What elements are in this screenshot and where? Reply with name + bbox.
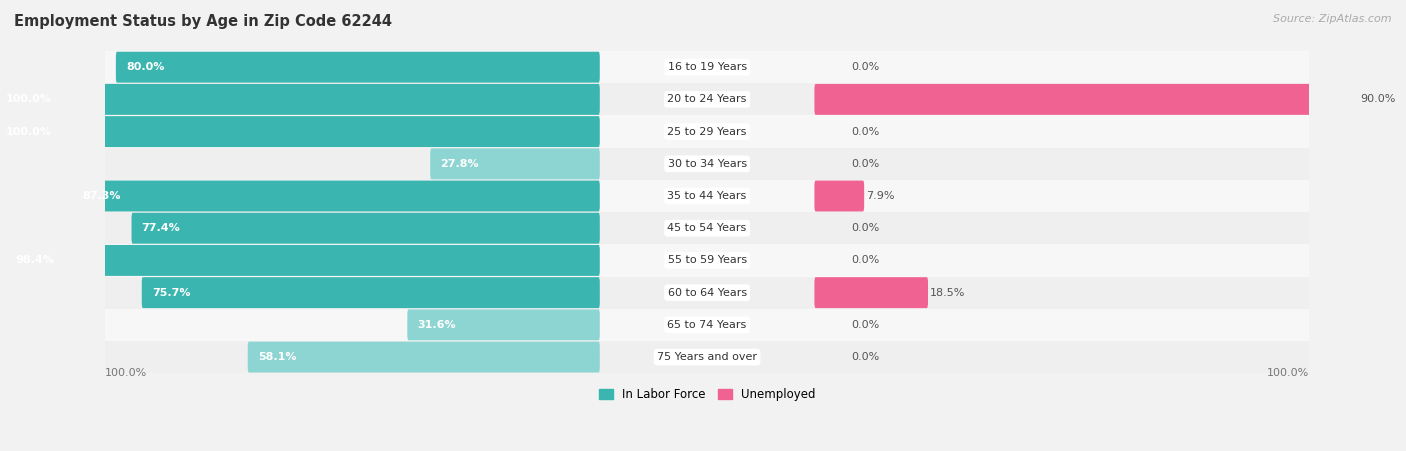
Text: 77.4%: 77.4% — [142, 223, 180, 233]
FancyBboxPatch shape — [247, 341, 600, 373]
Text: 0.0%: 0.0% — [852, 62, 880, 72]
Bar — [105, 309, 1309, 341]
FancyBboxPatch shape — [814, 180, 865, 212]
Text: 100.0%: 100.0% — [6, 94, 52, 104]
FancyBboxPatch shape — [814, 84, 1358, 115]
Text: 0.0%: 0.0% — [852, 352, 880, 362]
Text: 7.9%: 7.9% — [866, 191, 894, 201]
Text: 60 to 64 Years: 60 to 64 Years — [668, 288, 747, 298]
Text: 100.0%: 100.0% — [105, 368, 148, 378]
Text: 18.5%: 18.5% — [929, 288, 966, 298]
FancyBboxPatch shape — [408, 309, 600, 341]
Bar — [105, 341, 1309, 373]
Text: 25 to 29 Years: 25 to 29 Years — [668, 127, 747, 137]
Bar — [105, 244, 1309, 276]
Text: 0.0%: 0.0% — [852, 159, 880, 169]
Bar — [105, 148, 1309, 180]
Bar — [105, 115, 1309, 148]
Text: 30 to 34 Years: 30 to 34 Years — [668, 159, 747, 169]
Text: 0.0%: 0.0% — [852, 223, 880, 233]
Text: Source: ZipAtlas.com: Source: ZipAtlas.com — [1274, 14, 1392, 23]
Legend: In Labor Force, Unemployed: In Labor Force, Unemployed — [593, 383, 820, 406]
Text: 75 Years and over: 75 Years and over — [657, 352, 756, 362]
Bar — [105, 276, 1309, 309]
Bar — [105, 180, 1309, 212]
FancyBboxPatch shape — [0, 116, 600, 147]
FancyBboxPatch shape — [142, 277, 600, 308]
Text: 55 to 59 Years: 55 to 59 Years — [668, 255, 747, 266]
FancyBboxPatch shape — [0, 84, 600, 115]
FancyBboxPatch shape — [814, 277, 928, 308]
FancyBboxPatch shape — [6, 245, 600, 276]
Text: 31.6%: 31.6% — [418, 320, 456, 330]
Text: 0.0%: 0.0% — [852, 127, 880, 137]
FancyBboxPatch shape — [132, 213, 600, 244]
Text: 87.3%: 87.3% — [82, 191, 121, 201]
Text: 0.0%: 0.0% — [852, 255, 880, 266]
Text: 20 to 24 Years: 20 to 24 Years — [668, 94, 747, 104]
Text: 27.8%: 27.8% — [440, 159, 479, 169]
Text: 16 to 19 Years: 16 to 19 Years — [668, 62, 747, 72]
Text: 90.0%: 90.0% — [1361, 94, 1396, 104]
Bar — [105, 83, 1309, 115]
Text: 80.0%: 80.0% — [127, 62, 165, 72]
Bar — [105, 212, 1309, 244]
Text: Employment Status by Age in Zip Code 62244: Employment Status by Age in Zip Code 622… — [14, 14, 392, 28]
Text: 0.0%: 0.0% — [852, 320, 880, 330]
FancyBboxPatch shape — [115, 52, 600, 83]
Text: 75.7%: 75.7% — [152, 288, 190, 298]
Text: 98.4%: 98.4% — [15, 255, 53, 266]
Text: 65 to 74 Years: 65 to 74 Years — [668, 320, 747, 330]
Text: 58.1%: 58.1% — [257, 352, 297, 362]
Text: 100.0%: 100.0% — [6, 127, 52, 137]
Text: 35 to 44 Years: 35 to 44 Years — [668, 191, 747, 201]
Text: 45 to 54 Years: 45 to 54 Years — [668, 223, 747, 233]
Bar — [105, 51, 1309, 83]
FancyBboxPatch shape — [72, 180, 600, 212]
FancyBboxPatch shape — [430, 148, 600, 179]
Text: 100.0%: 100.0% — [1267, 368, 1309, 378]
